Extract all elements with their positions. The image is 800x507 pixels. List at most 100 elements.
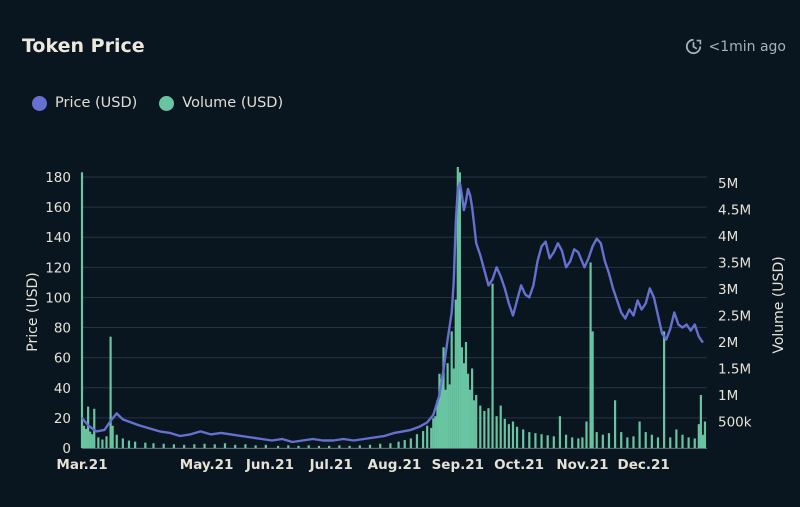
volume-bar bbox=[540, 434, 543, 448]
volume-bar bbox=[91, 434, 94, 448]
volume-bar bbox=[585, 421, 588, 448]
volume-bar bbox=[234, 444, 237, 448]
x-tick-label: Nov.21 bbox=[556, 457, 608, 473]
volume-bar bbox=[82, 425, 86, 448]
volume-bar bbox=[97, 437, 100, 448]
volume-bar bbox=[464, 341, 468, 448]
volume-bar bbox=[397, 441, 400, 448]
chart-legend: Price (USD) Volume (USD) bbox=[32, 95, 305, 111]
price-line bbox=[81, 181, 704, 444]
volume-bar bbox=[507, 424, 510, 448]
volume-bar bbox=[223, 443, 227, 448]
y-right-tick-label: 5M bbox=[718, 176, 738, 192]
volume-bar bbox=[479, 405, 482, 448]
y-left-tick-label: 20 bbox=[54, 411, 71, 427]
volume-bar bbox=[127, 440, 131, 448]
legend-swatch-volume bbox=[159, 95, 175, 111]
volume-bar bbox=[620, 432, 623, 448]
x-tick-label: Aug.21 bbox=[368, 457, 422, 473]
volume-bar bbox=[430, 427, 433, 448]
volume-bar bbox=[111, 425, 114, 448]
volume-bar bbox=[581, 437, 584, 448]
chart-title: Token Price bbox=[22, 35, 145, 57]
volume-bar bbox=[697, 424, 700, 448]
volume-bar bbox=[183, 444, 186, 448]
y-axis-left-title: Price (USD) bbox=[25, 272, 41, 351]
volume-bar bbox=[466, 373, 470, 448]
volume-bar bbox=[701, 434, 705, 448]
legend-item-price[interactable]: Price (USD) bbox=[32, 95, 137, 111]
y-right-tick-label: 4M bbox=[718, 229, 738, 245]
volume-bar bbox=[471, 368, 474, 448]
volume-bar bbox=[440, 379, 443, 448]
volume-bar bbox=[613, 400, 617, 448]
volume-bar bbox=[152, 443, 155, 448]
volume-bar bbox=[276, 445, 280, 448]
volume-bar bbox=[438, 373, 441, 448]
volume-bar bbox=[632, 436, 635, 448]
volume-bar bbox=[338, 445, 341, 448]
volume-bar bbox=[426, 425, 429, 448]
refresh-clock-icon[interactable] bbox=[685, 38, 702, 55]
y-right-tick-label: 3.5M bbox=[718, 255, 751, 271]
volume-bar bbox=[432, 418, 435, 448]
volume-bar bbox=[607, 433, 611, 448]
volume-bar bbox=[203, 443, 206, 448]
y-left-tick-label: 100 bbox=[45, 290, 71, 306]
volume-bar bbox=[450, 331, 453, 448]
volume-bar bbox=[297, 445, 300, 448]
volume-bar bbox=[577, 438, 580, 448]
volume-bar bbox=[663, 331, 666, 448]
volume-bar bbox=[687, 437, 690, 448]
volume-bar bbox=[558, 416, 562, 448]
volume-bar bbox=[328, 445, 331, 448]
volume-bar bbox=[213, 444, 216, 448]
volume-bar bbox=[434, 416, 437, 448]
x-tick-label: Jun.21 bbox=[245, 457, 294, 473]
volume-bar bbox=[348, 445, 351, 448]
grid-lines bbox=[82, 176, 707, 449]
legend-label-price: Price (USD) bbox=[55, 95, 138, 111]
volume-bar bbox=[452, 368, 455, 448]
volume-bar bbox=[534, 433, 537, 448]
volume-bar bbox=[589, 262, 592, 448]
x-tick-label: Oct.21 bbox=[494, 457, 544, 473]
y-right-tick-label: 500k bbox=[718, 414, 752, 430]
last-updated[interactable]: <1min ago bbox=[685, 38, 786, 55]
y-left-tick-label: 40 bbox=[54, 381, 71, 397]
volume-bar bbox=[403, 440, 406, 448]
y-right-tick-label: 2.5M bbox=[718, 308, 751, 324]
volume-bar bbox=[254, 445, 257, 448]
volume-bar bbox=[105, 436, 108, 448]
volume-bar bbox=[703, 421, 707, 448]
volume-bar bbox=[552, 436, 555, 448]
y-axis-left: 0 20 40 60 80 100 120 140 160 180 bbox=[45, 170, 71, 457]
volume-bar bbox=[644, 432, 647, 448]
volume-bar bbox=[134, 441, 137, 448]
legend-label-volume: Volume (USD) bbox=[182, 95, 284, 111]
last-updated-text: <1min ago bbox=[708, 38, 786, 55]
legend-item-volume[interactable]: Volume (USD) bbox=[159, 95, 283, 111]
volume-bar bbox=[409, 438, 412, 448]
volume-bar bbox=[601, 434, 604, 448]
volume-bar bbox=[487, 408, 490, 448]
volume-bar bbox=[522, 429, 525, 448]
y-right-tick-label: 1.5M bbox=[718, 361, 751, 377]
volume-bar bbox=[564, 434, 568, 448]
volume-bar bbox=[121, 438, 124, 448]
volume-bar bbox=[448, 384, 451, 448]
y-left-tick-label: 120 bbox=[45, 260, 71, 276]
volume-bar bbox=[115, 434, 118, 448]
volume-bar bbox=[656, 437, 660, 448]
y-right-tick-label: 2M bbox=[718, 335, 738, 351]
volume-bar bbox=[379, 443, 382, 448]
y-left-tick-label: 0 bbox=[62, 441, 71, 457]
volume-bar bbox=[421, 431, 425, 448]
volume-bar bbox=[456, 167, 459, 448]
volume-bar bbox=[454, 299, 457, 448]
volume-bar bbox=[101, 439, 104, 448]
volume-bar bbox=[442, 347, 445, 448]
volume-bar bbox=[415, 434, 419, 448]
volume-bar bbox=[699, 394, 702, 448]
